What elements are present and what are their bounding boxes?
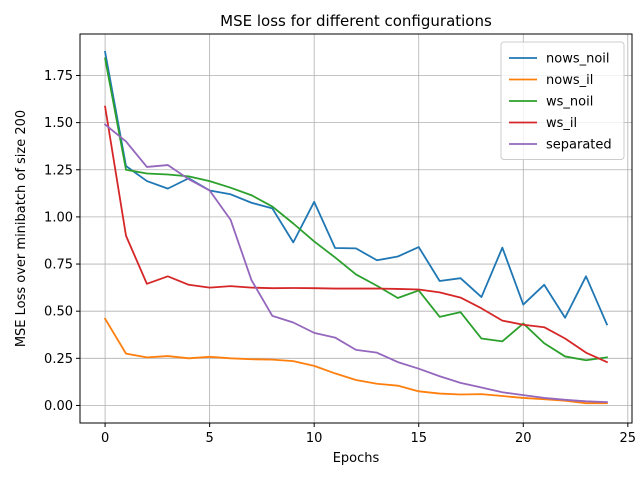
y-tick-label: 1.00 bbox=[44, 210, 73, 225]
y-axis-title: MSE Loss over minibatch of size 200 bbox=[14, 110, 29, 347]
legend: nows_noil nows_il ws_noil ws_il separated bbox=[500, 41, 625, 160]
series-line-ws-noil bbox=[104, 57, 608, 362]
legend-label: separated bbox=[546, 138, 612, 153]
series-line-ws-il bbox=[104, 105, 609, 364]
grid-lines bbox=[80, 34, 632, 423]
legend-label: ws_il bbox=[546, 116, 577, 131]
x-tick-label: 15 bbox=[410, 431, 427, 446]
series-line-separated bbox=[103, 123, 608, 404]
series-line-nows-il bbox=[103, 317, 608, 405]
legend-label: nows_noil bbox=[546, 52, 610, 67]
y-tick-label: 1.50 bbox=[44, 116, 73, 131]
legend-label: ws_noil bbox=[546, 95, 593, 110]
legend-box bbox=[500, 41, 625, 160]
x-tick-label: 20 bbox=[515, 431, 532, 446]
plot-area-frame bbox=[79, 33, 633, 424]
y-tick-label: 0.75 bbox=[44, 258, 73, 273]
x-tick-label: 25 bbox=[620, 431, 637, 446]
x-axis-ticks: 0 5 10 15 20 25 bbox=[101, 423, 636, 446]
y-tick-label: 0.25 bbox=[44, 352, 73, 367]
x-axis-title: Epochs bbox=[333, 451, 380, 466]
x-tick-label: 5 bbox=[205, 431, 213, 446]
series-layer bbox=[103, 50, 609, 405]
y-tick-label: 1.75 bbox=[44, 69, 73, 84]
x-tick-label: 0 bbox=[101, 431, 109, 446]
y-axis-ticks: 0.00 0.25 0.50 0.75 1.00 1.25 1.50 1.75 bbox=[44, 69, 80, 414]
chart-title: MSE loss for different configurations bbox=[220, 12, 492, 30]
x-tick-label: 10 bbox=[306, 431, 323, 446]
y-tick-label: 1.25 bbox=[44, 163, 73, 178]
y-tick-label: 0.00 bbox=[44, 399, 73, 414]
legend-label: nows_il bbox=[546, 73, 593, 88]
y-tick-label: 0.50 bbox=[44, 305, 73, 320]
